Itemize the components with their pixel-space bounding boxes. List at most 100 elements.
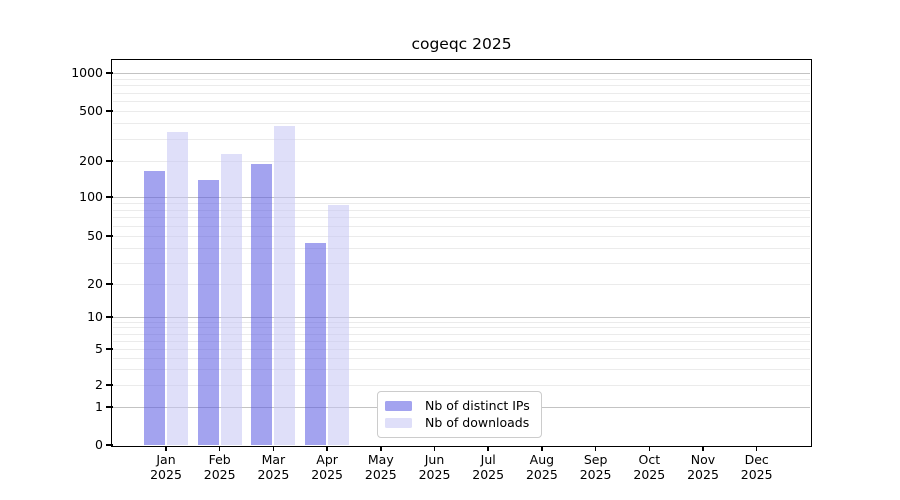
gridline-minor (113, 138, 810, 140)
x-tick-label-mar: Mar 2025 (241, 452, 305, 482)
gridline-minor (113, 247, 810, 249)
gridline-minor (113, 111, 810, 112)
x-tick-year: 2025 (687, 467, 719, 482)
x-tick-month: Jun (424, 452, 445, 467)
x-axis-tick (326, 446, 328, 451)
gridline-minor (113, 369, 810, 371)
y-tick-label: 100 (79, 189, 103, 204)
gridline-minor (113, 357, 810, 359)
gridline-minor (113, 101, 810, 102)
x-tick-month: Nov (690, 452, 716, 467)
x-tick-label-dec: Dec 2025 (725, 452, 789, 482)
bar-feb-distinct-ips (197, 179, 219, 445)
y-axis-tick (106, 406, 113, 408)
x-tick-label-jun: Jun 2025 (403, 452, 467, 482)
x-axis-tick (541, 446, 543, 451)
x-tick-month: Feb (208, 452, 231, 467)
y-axis-tick (106, 196, 113, 198)
x-tick-month: Sep (583, 452, 608, 467)
x-tick-label-aug: Aug 2025 (510, 452, 574, 482)
x-tick-month: Dec (744, 452, 769, 467)
legend-label-downloads: Nb of downloads (425, 415, 530, 430)
x-tick-label-jul: Jul 2025 (456, 452, 520, 482)
x-tick-label-jan: Jan 2025 (134, 452, 198, 482)
x-tick-label-apr: Apr 2025 (295, 452, 359, 482)
x-tick-label-oct: Oct 2025 (617, 452, 681, 482)
x-axis-tick (218, 446, 221, 451)
gridline-minor (113, 85, 810, 87)
x-axis-tick (594, 446, 597, 451)
gridline-minor (113, 284, 810, 285)
x-tick-year: 2025 (472, 467, 505, 482)
bar-mar-downloads (274, 126, 296, 445)
y-axis-tick (106, 110, 113, 112)
x-tick-year: 2025 (740, 467, 773, 482)
y-axis-tick (106, 160, 113, 162)
legend-swatch-distinct-ips (385, 400, 412, 411)
y-tick-label: 200 (79, 153, 103, 168)
y-tick-label: 1000 (71, 65, 103, 80)
gridline-minor (113, 333, 810, 335)
x-tick-year: 2025 (418, 467, 451, 482)
gridline-minor (113, 123, 810, 125)
x-axis-tick (648, 446, 651, 451)
legend-item-downloads: Nb of downloads (385, 414, 531, 431)
plot-area: Nb of distinct IPs Nb of downloads (111, 59, 812, 447)
x-axis-tick (380, 446, 382, 451)
y-tick-label: 500 (79, 103, 103, 118)
x-axis-tick (702, 446, 704, 451)
y-tick-label: 1 (95, 399, 103, 414)
x-axis-tick (487, 446, 489, 451)
gridline-minor (113, 78, 810, 80)
gridline-minor (113, 340, 810, 342)
gridline-minor (113, 92, 810, 94)
legend-item-distinct-ips: Nb of distinct IPs (385, 397, 531, 414)
x-axis-tick (433, 446, 436, 451)
gridline-minor (113, 321, 810, 323)
legend: Nb of distinct IPs Nb of downloads (377, 391, 542, 438)
y-tick-label: 50 (87, 228, 103, 243)
gridline-minor (113, 225, 810, 227)
x-tick-label-may: May 2025 (349, 452, 413, 482)
gridline-minor (113, 349, 810, 350)
x-tick-month: Jan (156, 452, 176, 467)
y-tick-label: 0 (95, 437, 103, 452)
bar-feb-downloads (220, 153, 242, 445)
y-axis-tick (106, 348, 113, 350)
y-tick-label: 10 (87, 309, 103, 324)
y-axis-tick (106, 283, 113, 285)
gridline-major (113, 316, 810, 319)
bars-layer (113, 61, 810, 445)
x-tick-year: 2025 (150, 467, 182, 482)
x-tick-month: Apr (316, 452, 338, 467)
y-axis-tick (106, 384, 113, 386)
gridline-minor (113, 161, 810, 162)
chart-title: cogeqc 2025 (411, 35, 512, 53)
gridline-minor (113, 385, 810, 386)
x-tick-month: Aug (529, 452, 555, 467)
gridline-major (113, 72, 810, 75)
x-tick-year: 2025 (311, 467, 343, 482)
x-tick-year: 2025 (525, 467, 558, 482)
gridline-minor (113, 236, 810, 237)
y-tick-label: 2 (95, 377, 103, 392)
x-tick-year: 2025 (579, 467, 612, 482)
y-axis-tick (106, 444, 113, 446)
x-tick-year: 2025 (633, 467, 666, 482)
x-tick-month: Oct (638, 452, 661, 467)
gridline-major (113, 196, 810, 199)
gridline-minor (113, 209, 810, 211)
gridline-minor (113, 262, 810, 264)
gridline-minor (113, 202, 810, 204)
bar-apr-distinct-ips (305, 242, 327, 445)
bar-jan-downloads (167, 132, 188, 445)
legend-swatch-downloads (385, 417, 412, 428)
x-tick-month: May (367, 452, 394, 467)
x-tick-label-nov: Nov 2025 (671, 452, 735, 482)
gridline-minor (113, 327, 810, 329)
y-axis-tick (106, 316, 113, 318)
x-axis-tick (755, 446, 758, 451)
y-axis-tick (106, 72, 113, 74)
y-tick-label: 20 (87, 276, 103, 291)
